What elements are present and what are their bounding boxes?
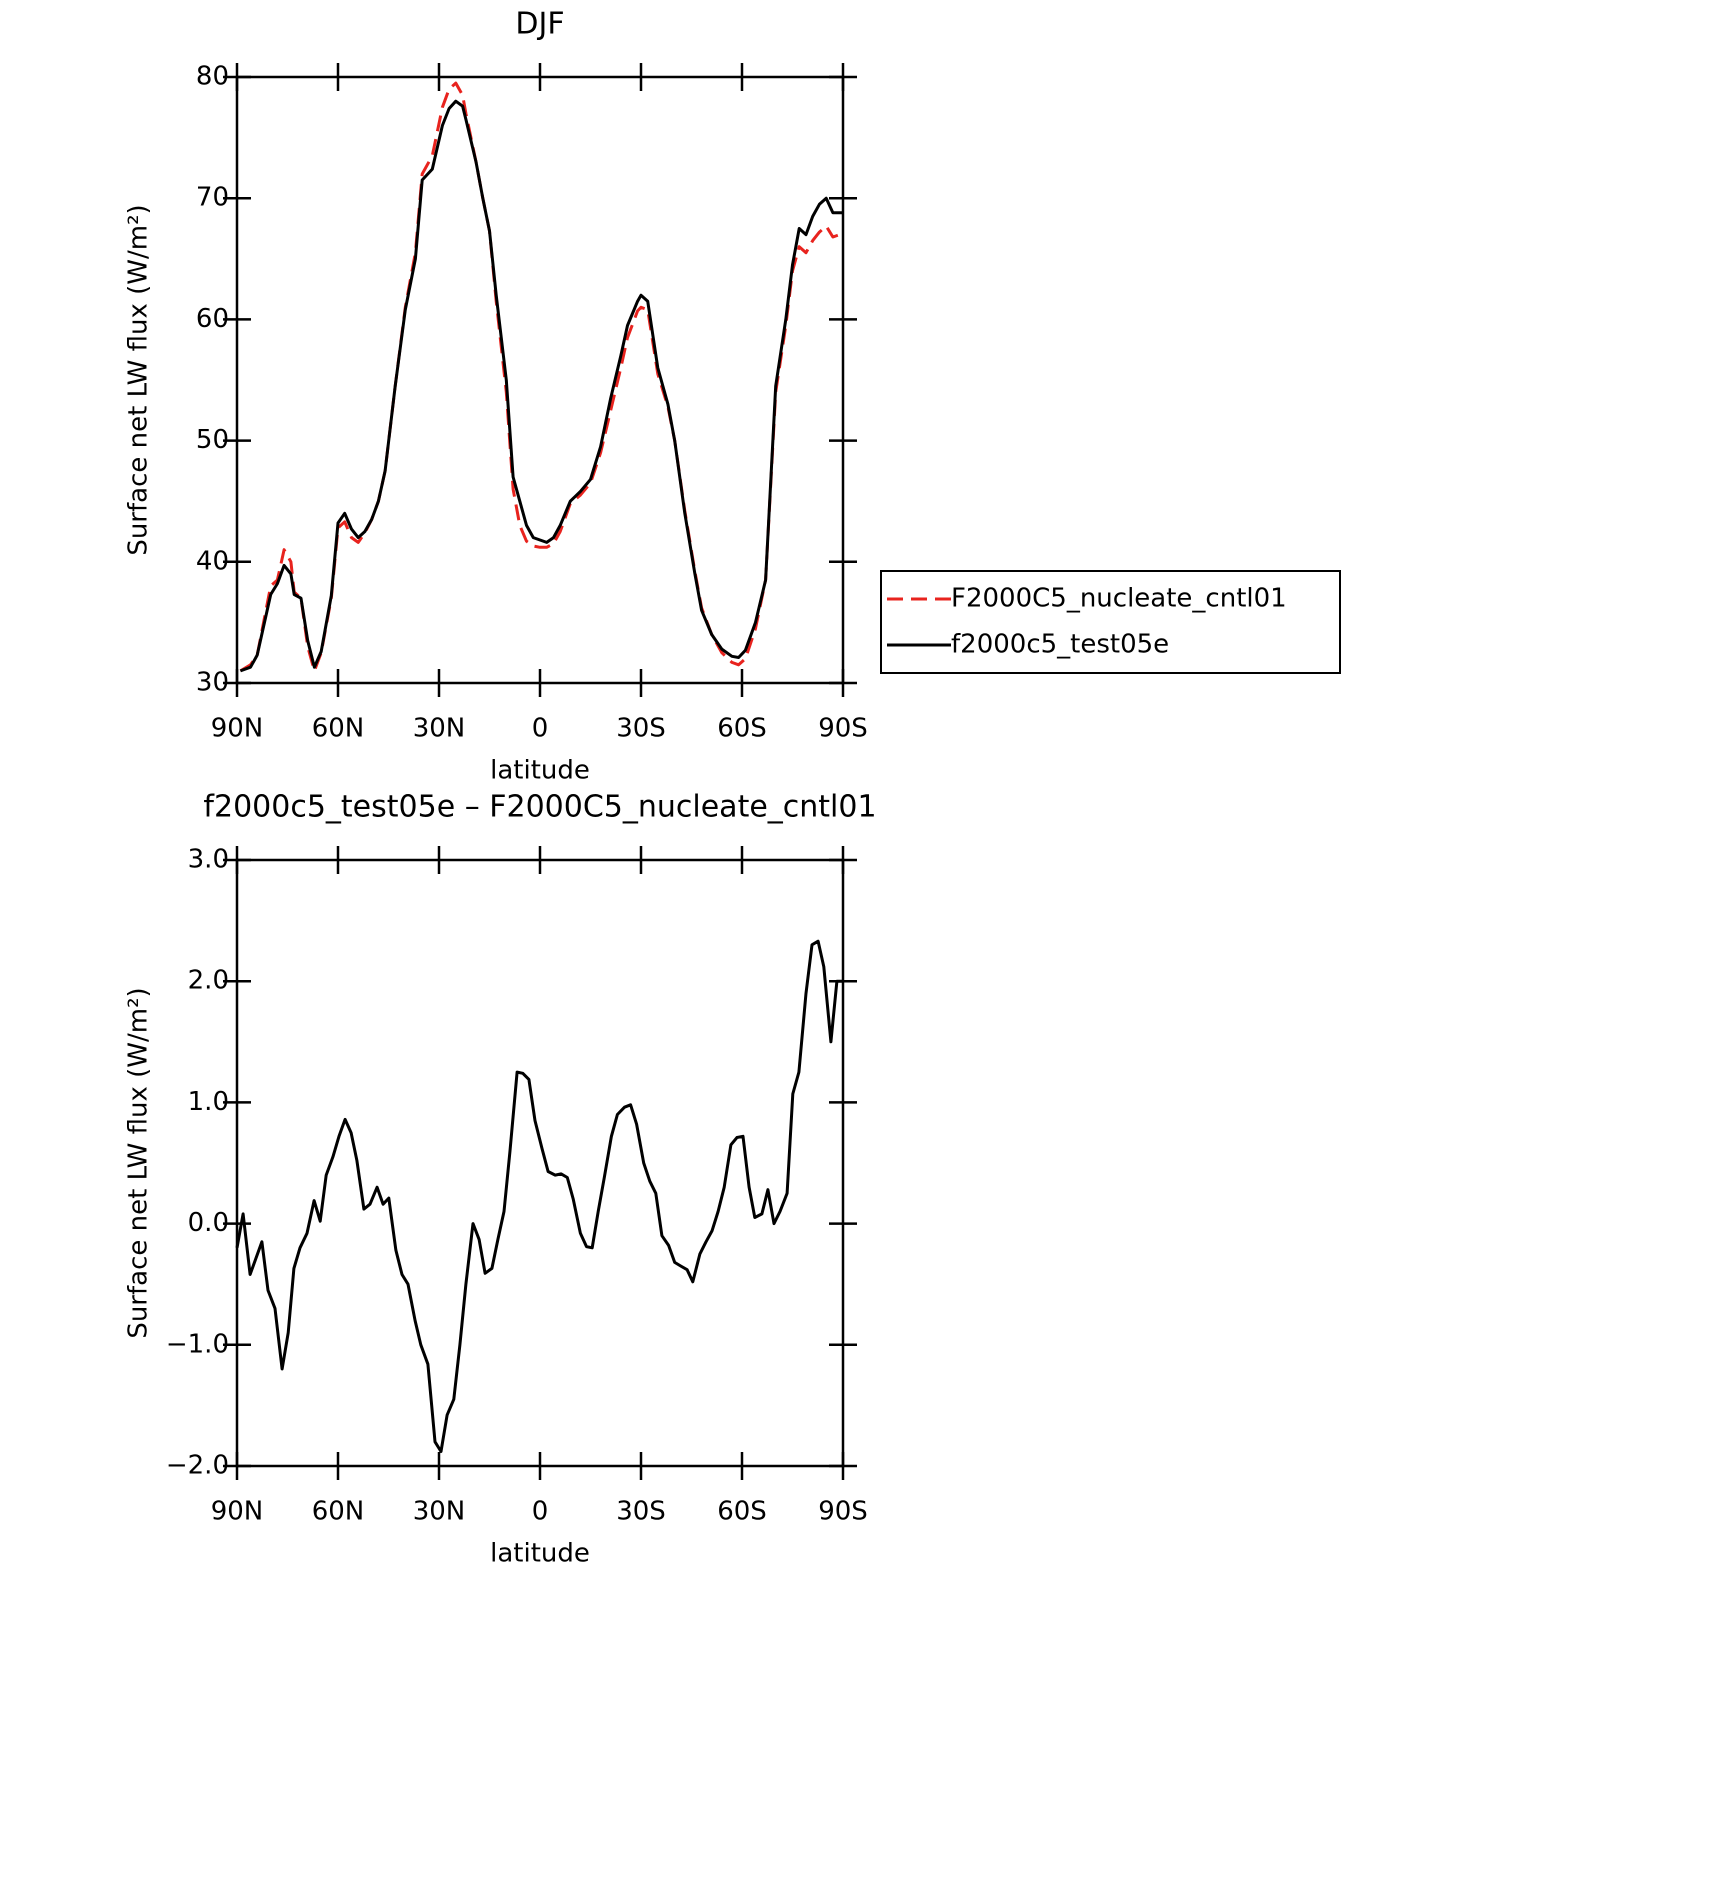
legend-box <box>880 570 1341 674</box>
y-tick-label: −2.0 <box>166 1451 229 1481</box>
y-axis-label: Surface net LW flux (W/m²) <box>124 204 154 555</box>
x-tick-label: 30S <box>616 714 666 744</box>
y-tick-label: 2.0 <box>188 966 229 996</box>
chart-title: DJF <box>515 7 564 42</box>
y-tick-label: 0.0 <box>188 1208 229 1238</box>
x-tick-label: 90S <box>818 714 868 744</box>
data-line <box>239 81 844 673</box>
x-tick-label: 60S <box>717 714 767 744</box>
x-tick-label: 0 <box>532 714 549 744</box>
y-tick-label: 3.0 <box>188 845 229 875</box>
x-tick-label: 90N <box>211 714 264 744</box>
x-tick-label: 60N <box>312 714 365 744</box>
data-line <box>239 99 843 673</box>
x-tick-label: 90S <box>818 1497 868 1527</box>
chart-title: f2000c5_test05e – F2000C5_nucleate_cntl0… <box>203 790 876 825</box>
y-tick-label: 1.0 <box>188 1087 229 1117</box>
x-tick-label: 30S <box>616 1497 666 1527</box>
x-tick-label: 90N <box>211 1497 264 1527</box>
plot-frame <box>235 75 845 685</box>
legend-label: f2000c5_test05e <box>951 630 1169 660</box>
y-tick-label: −1.0 <box>166 1329 229 1359</box>
legend-label: F2000C5_nucleate_cntl01 <box>951 584 1287 614</box>
plot-frame <box>235 858 845 1468</box>
x-tick-label: 60S <box>717 1497 767 1527</box>
x-tick-label: 30N <box>413 1497 466 1527</box>
data-line <box>235 939 843 1453</box>
y-axis-label: Surface net LW flux (W/m²) <box>124 987 154 1338</box>
x-tick-label: 0 <box>532 1497 549 1527</box>
x-tick-label: 60N <box>312 1497 365 1527</box>
x-tick-label: 30N <box>413 714 466 744</box>
x-axis-label: latitude <box>490 1539 590 1569</box>
x-axis-label: latitude <box>490 756 590 786</box>
